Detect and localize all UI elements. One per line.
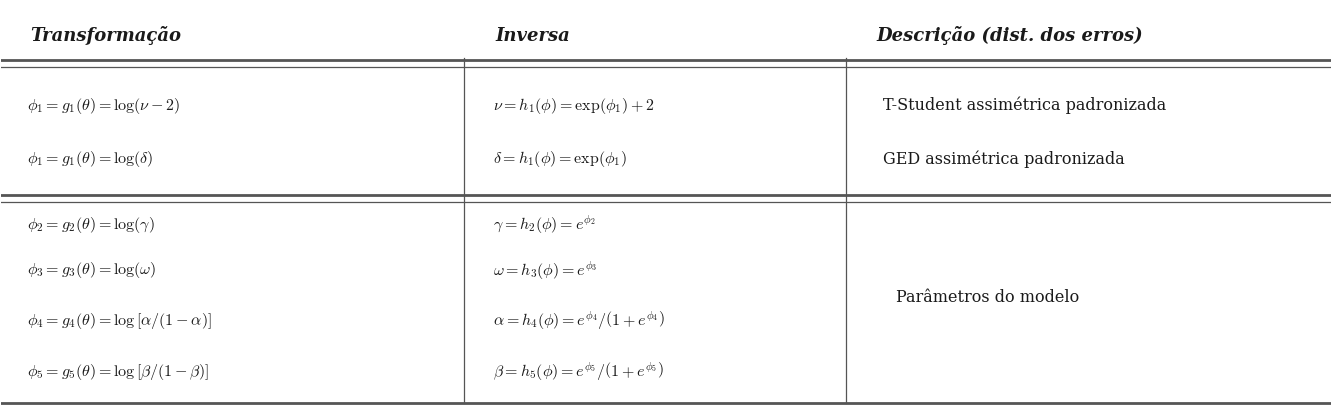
Text: Inversa: Inversa: [496, 27, 570, 45]
Text: Descrição (dist. dos erros): Descrição (dist. dos erros): [876, 26, 1143, 45]
Text: $\phi_2 = g_2(\mathbf{\theta}) = \log(\gamma)$: $\phi_2 = g_2(\mathbf{\theta}) = \log(\g…: [28, 215, 155, 235]
Text: $\phi_5 = g_5(\mathbf{\theta}) = \log\left[\beta/(1-\beta)\right]$: $\phi_5 = g_5(\mathbf{\theta}) = \log\le…: [28, 362, 209, 382]
Text: T-Student assimétrica padronizada: T-Student assimétrica padronizada: [883, 97, 1166, 114]
Text: $\nu = h_1(\mathbf{\phi}) = \exp(\phi_1) + 2$: $\nu = h_1(\mathbf{\phi}) = \exp(\phi_1)…: [493, 96, 655, 116]
Text: Transformação: Transformação: [29, 26, 181, 45]
Text: $\phi_1 = g_1(\mathbf{\theta}) = \log(\delta)$: $\phi_1 = g_1(\mathbf{\theta}) = \log(\d…: [28, 149, 155, 169]
Text: $\alpha = h_4(\mathbf{\phi}) = e^{\phi_4}/\left(1+e^{\phi_4}\right)$: $\alpha = h_4(\mathbf{\phi}) = e^{\phi_4…: [493, 310, 665, 332]
Text: $\phi_4 = g_4(\mathbf{\theta}) = \log\left[\alpha/(1-\alpha)\right]$: $\phi_4 = g_4(\mathbf{\theta}) = \log\le…: [28, 311, 212, 331]
Text: $\phi_1 = g_1(\mathbf{\theta}) = \log(\nu - 2)$: $\phi_1 = g_1(\mathbf{\theta}) = \log(\n…: [28, 96, 181, 116]
Text: $\beta = h_5(\mathbf{\phi}) = e^{\phi_5}/\left(1+e^{\phi_5}\right)$: $\beta = h_5(\mathbf{\phi}) = e^{\phi_5}…: [493, 361, 663, 383]
Text: $\delta = h_1(\mathbf{\phi}) = \exp(\phi_1)$: $\delta = h_1(\mathbf{\phi}) = \exp(\phi…: [493, 149, 627, 169]
Text: $\phi_3 = g_3(\mathbf{\theta}) = \log(\omega)$: $\phi_3 = g_3(\mathbf{\theta}) = \log(\o…: [28, 260, 157, 280]
Text: $\omega = h_3(\mathbf{\phi}) = e^{\phi_3}$: $\omega = h_3(\mathbf{\phi}) = e^{\phi_3…: [493, 259, 598, 282]
Text: $\gamma = h_2(\mathbf{\phi}) = e^{\phi_2}$: $\gamma = h_2(\mathbf{\phi}) = e^{\phi_2…: [493, 214, 595, 236]
Text: GED assimétrica padronizada: GED assimétrica padronizada: [883, 150, 1124, 168]
Text: Parâmetros do modelo: Parâmetros do modelo: [896, 290, 1079, 306]
